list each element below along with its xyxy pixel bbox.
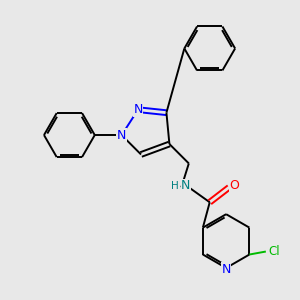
Text: H: H: [171, 181, 179, 191]
Text: N: N: [134, 103, 143, 116]
Text: N: N: [181, 179, 190, 192]
Text: N: N: [117, 129, 126, 142]
Text: N: N: [221, 263, 231, 276]
Text: O: O: [230, 179, 239, 192]
Text: Cl: Cl: [268, 245, 280, 258]
